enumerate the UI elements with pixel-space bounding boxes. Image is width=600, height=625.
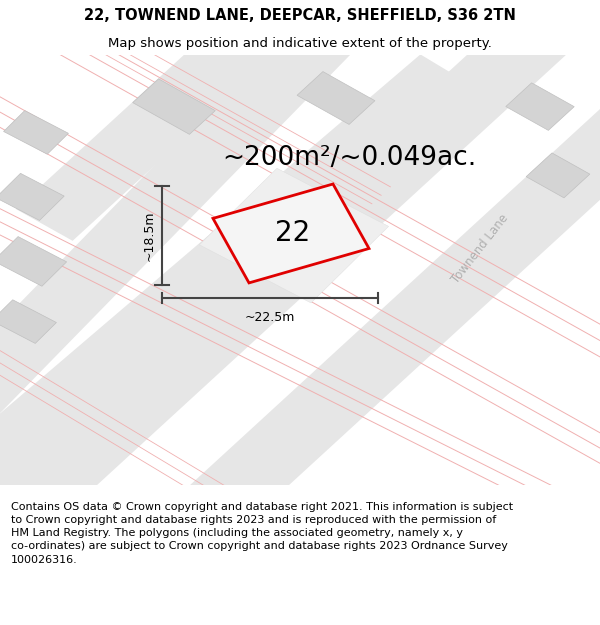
Polygon shape — [74, 0, 600, 625]
Text: Townend Lane: Townend Lane — [449, 211, 511, 286]
Polygon shape — [213, 184, 369, 283]
Text: ~200m²/~0.049ac.: ~200m²/~0.049ac. — [222, 145, 476, 171]
Polygon shape — [199, 168, 389, 303]
Text: 22, TOWNEND LANE, DEEPCAR, SHEFFIELD, S36 2TN: 22, TOWNEND LANE, DEEPCAR, SHEFFIELD, S3… — [84, 8, 516, 23]
Polygon shape — [0, 54, 471, 625]
Polygon shape — [0, 0, 470, 625]
Text: 22: 22 — [275, 219, 310, 248]
Polygon shape — [16, 0, 368, 241]
Text: ~22.5m: ~22.5m — [245, 311, 295, 324]
Polygon shape — [0, 173, 64, 221]
Polygon shape — [526, 153, 590, 198]
Text: Map shows position and indicative extent of the property.: Map shows position and indicative extent… — [108, 38, 492, 51]
Polygon shape — [506, 83, 574, 131]
Polygon shape — [297, 72, 375, 124]
Polygon shape — [0, 237, 67, 286]
Polygon shape — [133, 79, 215, 134]
Text: ~18.5m: ~18.5m — [142, 211, 155, 261]
Polygon shape — [0, 300, 56, 343]
Text: Contains OS data © Crown copyright and database right 2021. This information is : Contains OS data © Crown copyright and d… — [11, 502, 513, 564]
Polygon shape — [4, 111, 68, 154]
